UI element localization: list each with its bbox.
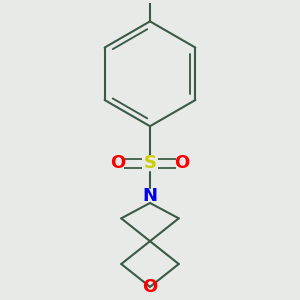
Text: O: O	[175, 154, 190, 172]
Text: O: O	[110, 154, 125, 172]
Text: S: S	[143, 154, 157, 172]
Text: N: N	[142, 187, 158, 205]
Text: O: O	[142, 278, 158, 296]
